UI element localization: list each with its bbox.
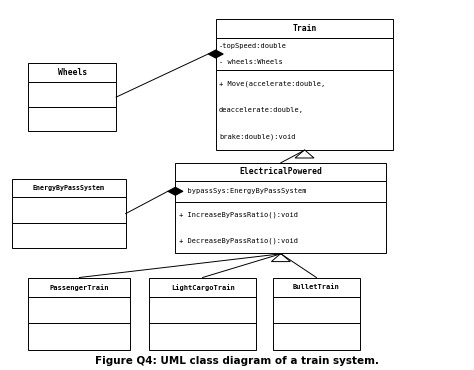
Polygon shape (295, 150, 314, 158)
Bar (273, 323, 360, 350)
Bar (28, 278, 130, 297)
Bar (12, 197, 126, 222)
Text: Wheels: Wheels (58, 68, 87, 77)
Bar (216, 38, 393, 70)
Bar (149, 297, 256, 323)
Bar (149, 323, 256, 350)
Text: - wheels:Wheels: - wheels:Wheels (219, 59, 283, 65)
Text: -topSpeed:double: -topSpeed:double (219, 43, 287, 49)
Bar (12, 222, 126, 248)
Text: deaccelerate:double,: deaccelerate:double, (219, 107, 304, 113)
Polygon shape (208, 50, 223, 58)
Bar (216, 18, 393, 38)
Bar (273, 278, 360, 297)
Polygon shape (271, 253, 290, 262)
Text: + DecreaseByPassRatio():void: + DecreaseByPassRatio():void (179, 237, 298, 244)
Text: + IncreaseByPassRatio():void: + IncreaseByPassRatio():void (179, 212, 298, 218)
Bar (28, 82, 116, 107)
Text: Train: Train (292, 24, 317, 33)
Bar (273, 297, 360, 323)
Bar (175, 181, 386, 202)
Text: Figure Q4: UML class diagram of a train system.: Figure Q4: UML class diagram of a train … (95, 356, 379, 366)
Bar (175, 163, 386, 181)
Bar (216, 70, 393, 150)
Text: + Move(accelerate:double,: + Move(accelerate:double, (219, 80, 325, 87)
Text: LightCargoTrain: LightCargoTrain (171, 284, 235, 290)
Bar (175, 202, 386, 253)
Bar (12, 179, 126, 197)
Polygon shape (168, 187, 183, 195)
Bar (28, 63, 116, 82)
Text: BulletTrain: BulletTrain (293, 284, 340, 290)
Bar (149, 278, 256, 297)
Text: PassengerTrain: PassengerTrain (50, 284, 109, 290)
Bar (28, 323, 130, 350)
Text: ElectricalPowered: ElectricalPowered (239, 167, 322, 176)
Bar (28, 297, 130, 323)
Bar (28, 107, 116, 131)
Text: EnergyByPassSystem: EnergyByPassSystem (33, 185, 105, 191)
Text: - bypassSys:EnergyByPassSystem: - bypassSys:EnergyByPassSystem (179, 188, 306, 194)
Text: brake:double):void: brake:double):void (219, 133, 295, 140)
